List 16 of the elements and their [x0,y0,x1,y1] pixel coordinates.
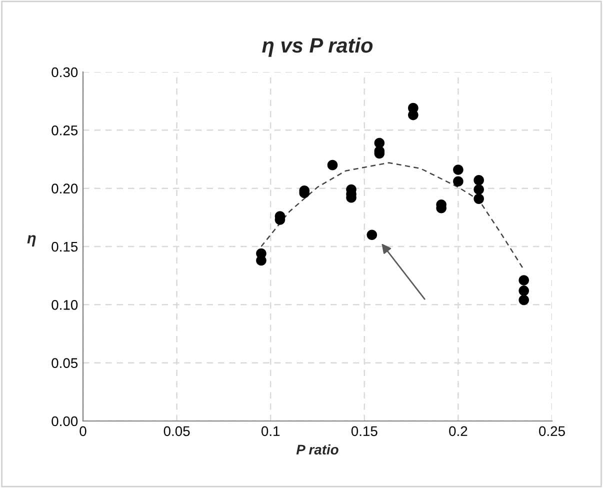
y-tick-label: 0.00 [52,416,78,426]
x-tick-label: 0.05 [164,426,190,436]
y-tick-label: 0.30 [52,67,78,78]
x-tick-label: 0.25 [539,426,565,436]
y-tick-label: 0.25 [52,126,78,136]
x-tick-label: 0.15 [351,426,378,436]
x-tick-label: 0 [80,426,86,436]
y-tick-label: 0.20 [52,184,78,194]
y-axis-title: η [27,235,36,246]
y-tick-label: 0.05 [52,358,78,368]
x-tick-label: 0.1 [261,426,280,436]
y-tick-label: 0.10 [52,300,78,310]
x-axis-title: P ratio [296,444,338,455]
y-tick-label: 0.15 [52,242,78,252]
x-tick-label: 0.2 [449,426,468,436]
chart-title: η vs P ratio [262,37,373,57]
